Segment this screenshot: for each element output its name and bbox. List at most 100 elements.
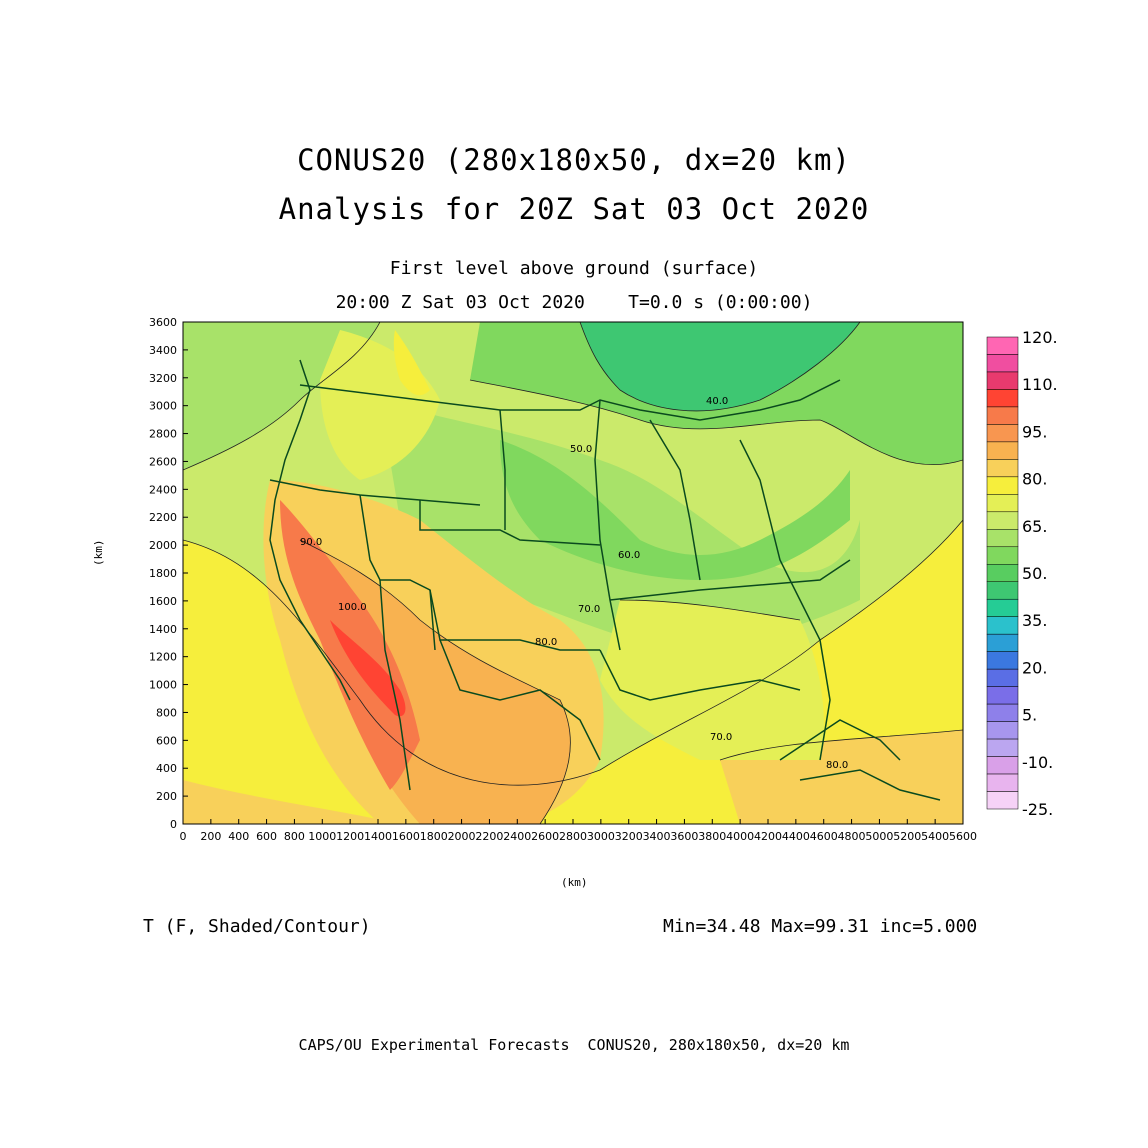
color-bar-swatch [986,721,1019,740]
x-tick-label: 600 [256,830,277,843]
contour-label-90: 90.0 [300,537,322,548]
contour-label-60: 60.0 [618,550,640,561]
y-tick-label: 800 [156,706,177,719]
y-tick-label: 2600 [149,455,177,468]
color-bar-swatch [986,686,1019,705]
x-tick-label: 2000 [448,830,476,843]
x-tick-label: 3800 [698,830,726,843]
color-bar-label: 50. [1022,564,1047,583]
x-tick-label: 800 [284,830,305,843]
variable-label: T (F, Shaded/Contour) [143,916,371,937]
y-tick-label: 2800 [149,428,177,441]
x-tick-label: 4400 [782,830,810,843]
color-bar-swatch [986,406,1019,425]
credit-line: CAPS/OU Experimental Forecasts CONUS20, … [298,1036,850,1054]
color-bar-swatch [986,668,1019,687]
color-bar-swatch [986,616,1019,635]
color-bar-swatch [986,546,1019,565]
x-tick-label: 1200 [336,830,364,843]
level-subtitle: First level above ground (surface) [389,258,759,279]
color-bar-swatch [986,564,1019,582]
x-tick-label: 2200 [475,830,503,843]
color-bar-swatch [986,476,1019,495]
x-tick-label: 2800 [559,830,587,843]
x-tick-label: 4800 [838,830,866,843]
color-bar-swatch [986,756,1019,775]
x-tick-label: 2400 [503,830,531,843]
color-bar-label: -10. [1022,753,1053,772]
y-tick-label: 1000 [149,679,177,692]
y-tick-label: 0 [170,818,177,831]
color-bar-swatch [986,494,1019,513]
x-tick-label: 3200 [615,830,643,843]
color-bar-label: 120. [1022,328,1058,347]
y-tick-label: 2000 [149,539,177,552]
valid-time-subtitle: 20:00 Z Sat 03 Oct 2020 T=0.0 s (0:00:00… [335,292,813,313]
color-bar-label: 110. [1022,375,1058,394]
color-bar-swatch [986,389,1019,408]
contour-label-70: 70.0 [578,604,600,615]
x-tick-label: 400 [228,830,249,843]
color-bar-label: 5. [1022,706,1037,725]
x-axis-label: (km) [561,876,588,889]
map-field [183,322,963,824]
x-tick-label: 4600 [810,830,838,843]
color-bar-label: 80. [1022,470,1047,489]
color-bar-swatch [986,581,1019,600]
contour-label-group: 40.0 50.0 60.0 70.0 70.0 80.0 80.0 90.0 … [300,396,848,771]
x-tick-label: 2600 [531,830,559,843]
x-tick-label: 3600 [670,830,698,843]
y-tick-label: 200 [156,790,177,803]
x-tick-label: 3400 [643,830,671,843]
color-bar-label: -25. [1022,800,1053,819]
map-title-line2: Analysis for 20Z Sat 03 Oct 2020 [278,192,870,226]
color-bar-swatch [986,511,1019,530]
x-tick-label: 0 [180,830,187,843]
color-bar-swatch [986,703,1019,722]
y-tick-label: 3400 [149,344,177,357]
contour-label-50: 50.0 [570,444,592,455]
color-bar-label: 65. [1022,517,1047,536]
color-bar-swatch [986,773,1019,792]
min-max-stats: Min=34.48 Max=99.31 inc=5.000 [663,916,978,937]
y-tick-label: 1800 [149,567,177,580]
color-bar-swatch [986,791,1019,810]
y-tick-label: 3200 [149,372,177,385]
color-bar-label: 35. [1022,611,1047,630]
color-bar-swatch [986,336,1019,355]
x-axis-ticks: 0 200 400 600 800 1000 1200 1400 1600 1800 2000 220… [180,819,977,843]
color-bar-swatch [986,459,1019,478]
color-bar-swatch [986,354,1019,373]
x-tick-label: 4200 [754,830,782,843]
color-bar-swatch [986,598,1019,617]
y-tick-label: 2400 [149,483,177,496]
x-tick-label: 5600 [949,830,977,843]
color-bar: 120. 110. 95. 80. 65. 50. 35. 20. 5. -10. -25. [986,328,1058,819]
contour-label-80: 80.0 [535,637,557,648]
color-bar-swatch [986,738,1019,757]
y-tick-label: 1400 [149,623,177,636]
contour-label-40: 40.0 [706,396,728,407]
y-tick-label: 1600 [149,595,177,608]
boundary-lines [269,359,941,801]
x-tick-label: 5400 [921,830,949,843]
color-bar-label: 20. [1022,658,1047,677]
y-axis-ticks: 0 200 400 600 800 1000 1200 1400 1600 1800 2000 220… [149,316,188,831]
y-tick-label: 600 [156,734,177,747]
x-tick-label: 5200 [893,830,921,843]
contour-label-80b: 80.0 [826,760,848,771]
x-tick-label: 200 [200,830,221,843]
x-tick-label: 1000 [308,830,336,843]
x-tick-label: 3000 [587,830,615,843]
color-bar-swatch [986,651,1019,670]
x-tick-label: 5000 [865,830,893,843]
map-title-line1: CONUS20 (280x180x50, dx=20 km) [297,143,851,177]
y-tick-label: 2200 [149,511,177,524]
color-bar-swatch [986,441,1019,460]
x-tick-label: 4000 [726,830,754,843]
color-bar-swatch [986,633,1019,652]
x-tick-label: 1400 [364,830,392,843]
contour-label-70b: 70.0 [710,732,732,743]
y-tick-label: 3000 [149,400,177,413]
